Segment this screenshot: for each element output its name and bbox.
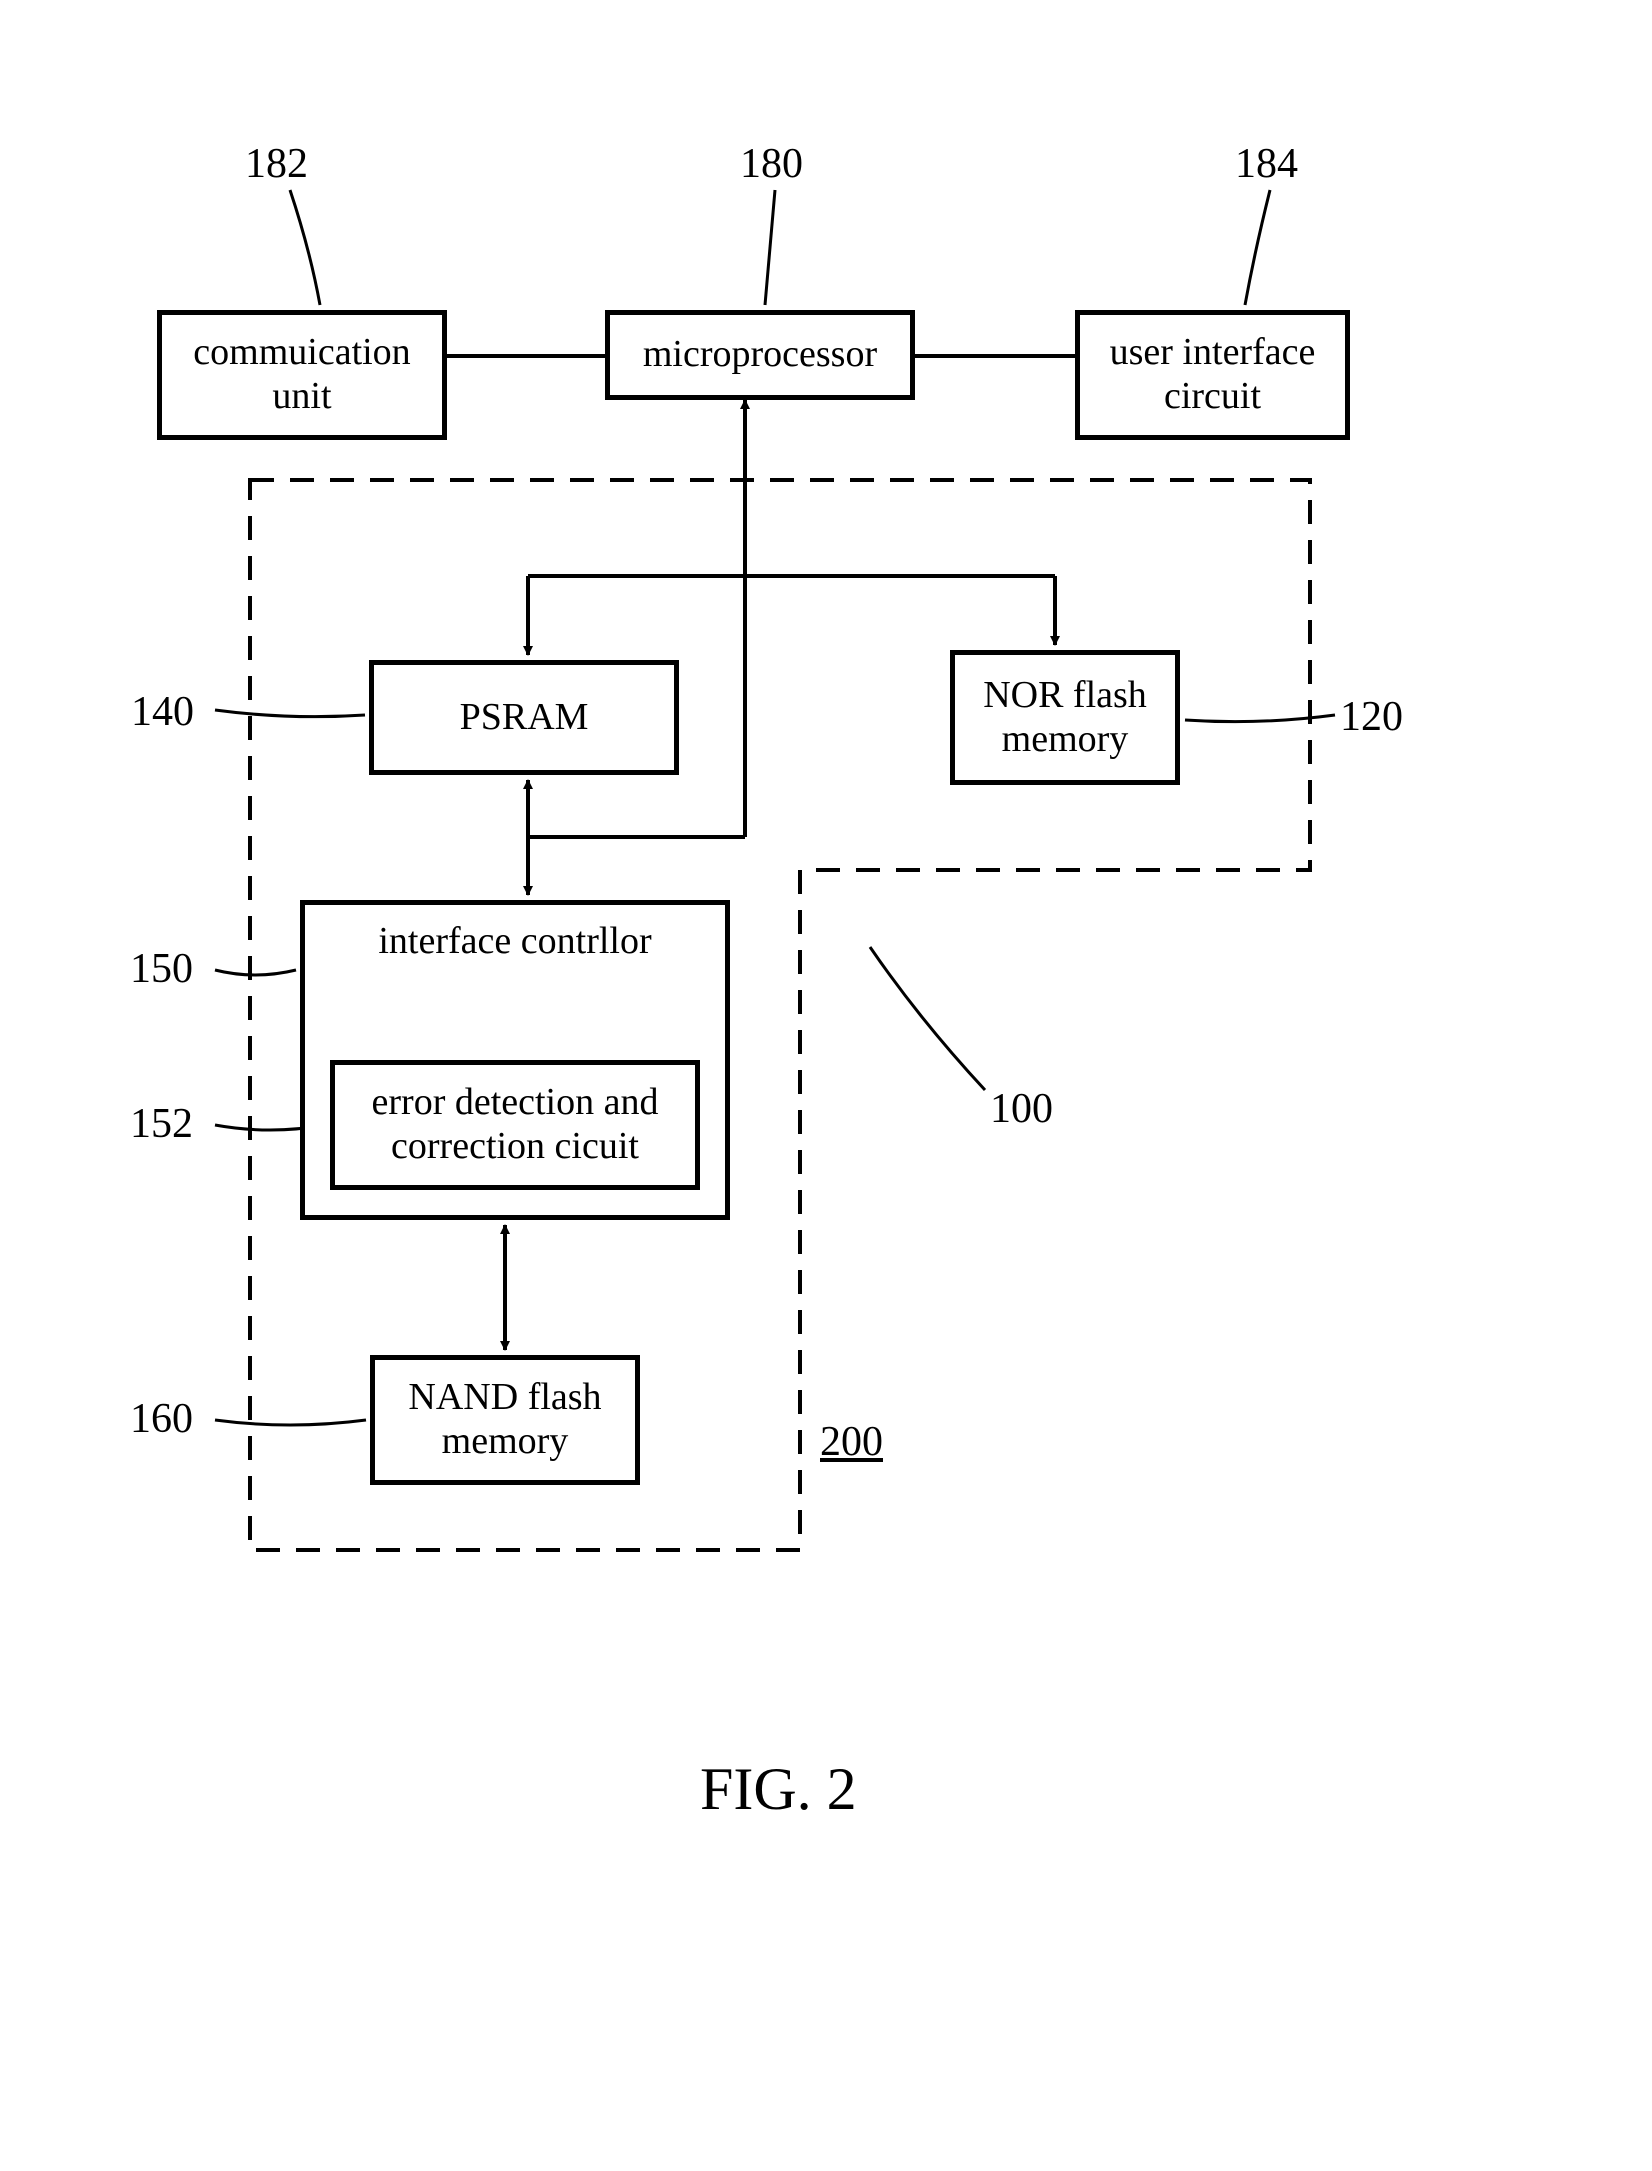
leader-160	[215, 1420, 366, 1425]
leader-140	[215, 710, 365, 717]
leader-100	[870, 947, 985, 1090]
ecc-label: error detection and correction cicuit	[372, 1081, 659, 1168]
nor-flash-label: NOR flash memory	[983, 674, 1147, 761]
user-interface-label: user interface circuit	[1110, 331, 1316, 418]
diagram-canvas: commuication unit microprocessor user in…	[0, 0, 1652, 2171]
ref-120: 120	[1340, 693, 1403, 741]
comm-unit-label: commuication unit	[193, 331, 410, 418]
nand-flash-label: NAND flash memory	[408, 1376, 601, 1463]
interface-controller-label: interface contrllor	[378, 920, 651, 964]
user-interface-box: user interface circuit	[1075, 310, 1350, 440]
figure-title: FIG. 2	[700, 1755, 857, 1824]
psram-label: PSRAM	[460, 696, 589, 740]
leader-150	[215, 970, 296, 975]
ref-184: 184	[1235, 140, 1298, 188]
psram-box: PSRAM	[369, 660, 679, 775]
ref-200: 200	[820, 1418, 883, 1466]
ecc-box: error detection and correction cicuit	[330, 1060, 700, 1190]
ref-150: 150	[130, 945, 193, 993]
ref-140: 140	[131, 688, 194, 736]
ref-182: 182	[245, 140, 308, 188]
ref-100: 100	[990, 1085, 1053, 1133]
ref-180: 180	[740, 140, 803, 188]
microprocessor-box: microprocessor	[605, 310, 915, 400]
ref-160: 160	[130, 1395, 193, 1443]
comm-unit-box: commuication unit	[157, 310, 447, 440]
nor-flash-box: NOR flash memory	[950, 650, 1180, 785]
leader-180	[765, 190, 775, 305]
leader-182	[290, 190, 320, 305]
leader-184	[1245, 190, 1270, 305]
leader-120	[1185, 715, 1335, 722]
nand-flash-box: NAND flash memory	[370, 1355, 640, 1485]
ref-152: 152	[130, 1100, 193, 1148]
microprocessor-label: microprocessor	[643, 333, 877, 377]
